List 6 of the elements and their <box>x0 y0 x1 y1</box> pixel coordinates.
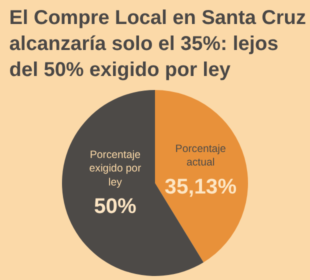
slice-label: Porcentaje actual <box>175 142 226 169</box>
slice-label: Porcentaje exigido por ley <box>89 148 142 188</box>
pie-slice <box>155 90 248 262</box>
data-label: 35,13% <box>164 175 237 198</box>
data-label: 50% <box>94 195 137 218</box>
chart-title: El Compre Local en Santa Cruz alcanzaría solo el 35%: lejos del 50% exigido por ley <box>9 7 306 81</box>
